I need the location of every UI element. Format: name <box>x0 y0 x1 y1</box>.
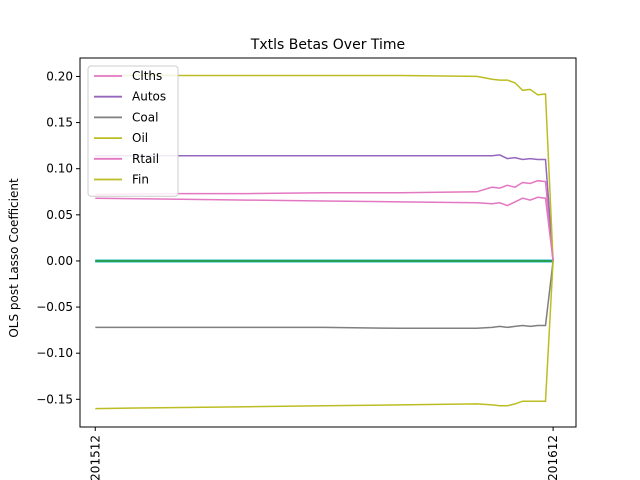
legend-label: Autos <box>132 90 166 104</box>
legend-label: Fin <box>132 173 149 187</box>
series-line-coal <box>95 260 554 330</box>
y-tick-label: −0.15 <box>36 392 73 406</box>
y-tick-label: 0.00 <box>46 254 73 268</box>
y-tick-label: 0.10 <box>46 162 73 176</box>
y-tick-label: −0.10 <box>36 346 73 360</box>
y-axis-label: OLS post Lasso Coefficient <box>7 178 21 338</box>
x-tick-label: 201612 <box>546 435 560 480</box>
plot-area <box>95 74 554 410</box>
series-line-oil <box>95 74 554 262</box>
legend-label: Clths <box>132 69 162 83</box>
legend: Clths Autos Coal Oil Rtail Fin <box>87 65 179 197</box>
chart-title: Txtls Betas Over Time <box>250 37 405 53</box>
x-tick-label: 201512 <box>88 435 102 480</box>
y-tick-label: 0.05 <box>46 208 73 222</box>
y-tick-label: 0.20 <box>46 69 73 83</box>
axes: −0.15 −0.10 −0.05 0.00 0.05 0.10 0.15 0.20 20151… <box>36 57 577 480</box>
y-tick-label: 0.15 <box>46 116 73 130</box>
legend-label: Coal <box>132 110 158 124</box>
y-tick-label: −0.05 <box>36 300 73 314</box>
series-line-fin <box>95 260 554 410</box>
series-line-autos <box>95 154 554 262</box>
series-line-clths <box>95 179 554 262</box>
axes-frame <box>79 57 577 428</box>
legend-label: Oil <box>132 131 148 145</box>
legend-label: Rtail <box>132 152 159 166</box>
legend-box <box>87 65 179 197</box>
series-line-rtail <box>95 196 554 262</box>
